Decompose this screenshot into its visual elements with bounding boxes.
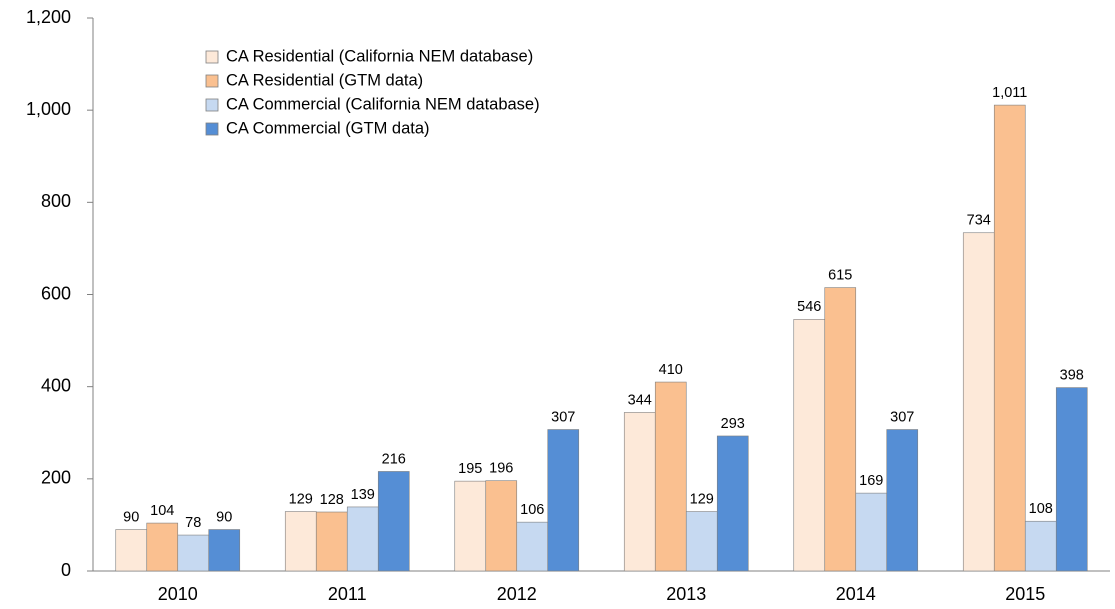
y-tick-label: 1,000 — [26, 99, 71, 119]
y-tick-label: 200 — [41, 468, 71, 488]
value-label: 106 — [520, 502, 544, 518]
x-tick-label: 2015 — [1005, 584, 1045, 604]
value-label: 108 — [1029, 501, 1053, 517]
value-label: 1,011 — [992, 85, 1027, 101]
legend-label: CA Residential (California NEM database) — [226, 47, 533, 65]
bar — [1024, 520, 1057, 572]
bar — [516, 521, 549, 572]
bar — [346, 506, 379, 572]
x-tick-label: 2011 — [328, 584, 367, 604]
value-label: 344 — [628, 392, 652, 408]
bar — [886, 429, 919, 572]
y-tick-label: 800 — [41, 191, 71, 211]
bar — [208, 529, 241, 572]
bar — [177, 534, 210, 572]
bar — [793, 319, 826, 572]
legend-label: CA Commercial (GTM data) — [226, 119, 430, 137]
legend-label: CA Residential (GTM data) — [226, 71, 423, 89]
legend-swatch — [205, 122, 219, 136]
y-tick-label: 600 — [41, 283, 71, 303]
x-tick-label: 2010 — [158, 584, 198, 604]
legend-swatch — [205, 98, 219, 112]
value-label: 293 — [721, 416, 745, 432]
bar — [315, 511, 348, 572]
bar — [146, 522, 179, 572]
x-tick-label: 2013 — [666, 584, 706, 604]
value-label: 104 — [150, 503, 174, 519]
y-tick-label: 400 — [41, 375, 71, 395]
bar — [284, 511, 317, 572]
value-label: 128 — [320, 492, 344, 508]
legend-swatch — [205, 74, 219, 88]
value-label: 410 — [659, 362, 683, 378]
value-label: 169 — [859, 473, 883, 489]
legend-label: CA Commercial (California NEM database) — [226, 95, 540, 113]
value-label: 615 — [828, 267, 852, 283]
legend-swatch — [205, 50, 219, 64]
value-label: 129 — [690, 491, 714, 507]
bar — [962, 232, 995, 572]
bar — [623, 412, 656, 572]
value-label: 195 — [458, 461, 482, 477]
bar — [685, 511, 718, 572]
value-label: 196 — [489, 461, 513, 477]
x-tick-label: 2012 — [497, 584, 537, 604]
bar — [377, 471, 410, 572]
bar — [716, 435, 749, 572]
value-label: 78 — [185, 515, 201, 531]
bar — [654, 381, 687, 572]
bar — [1055, 387, 1088, 572]
bar — [547, 429, 580, 572]
x-tick-label: 2014 — [836, 584, 876, 604]
value-label: 307 — [890, 409, 914, 425]
bar — [993, 104, 1026, 572]
bar — [115, 529, 148, 572]
bar — [855, 492, 888, 572]
bar — [824, 287, 857, 572]
value-label: 90 — [216, 509, 232, 525]
value-label: 139 — [351, 487, 375, 503]
value-label: 307 — [551, 409, 575, 425]
value-label: 546 — [797, 299, 821, 315]
value-label: 129 — [289, 491, 313, 507]
value-label: 90 — [123, 509, 139, 525]
y-tick-label: 0 — [61, 560, 71, 580]
value-label: 734 — [967, 213, 991, 229]
bar — [454, 480, 487, 572]
y-tick-label: 1,200 — [26, 7, 71, 27]
value-label: 216 — [382, 451, 406, 467]
value-label: 398 — [1060, 367, 1084, 383]
bar — [485, 480, 518, 572]
